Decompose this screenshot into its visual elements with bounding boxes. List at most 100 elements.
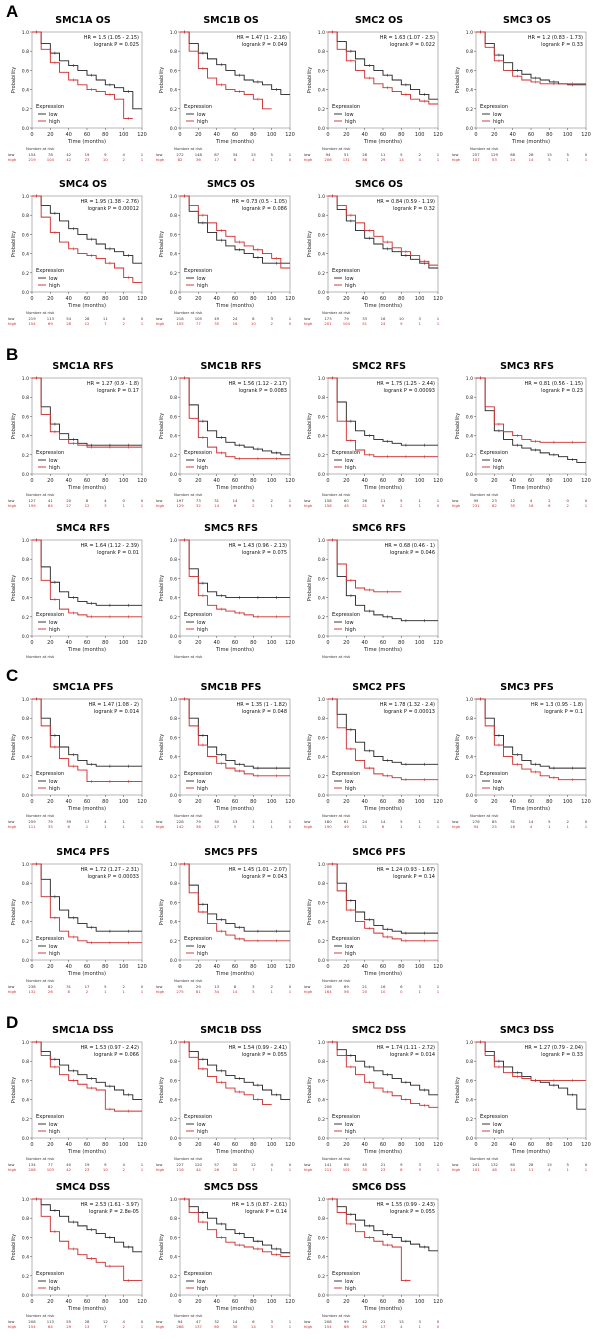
risk-low-value: 16 xyxy=(381,984,386,989)
y-axis-label: Probability xyxy=(159,1077,165,1103)
risk-high-value: 51 xyxy=(362,321,367,326)
y-tick-label: 0.0 xyxy=(22,1136,29,1142)
risk-low-value: 1 xyxy=(289,316,292,321)
risk-low-value: 1 xyxy=(289,498,292,503)
risk-low-value: 28 xyxy=(85,1319,90,1324)
risk-low-value: 0 xyxy=(289,1162,292,1167)
risk-low-value: 15 xyxy=(547,152,552,157)
risk-low-value: 11 xyxy=(103,316,108,321)
risk-low-value: 1 xyxy=(437,819,440,824)
y-tick-label: 0.6 xyxy=(318,576,325,582)
x-tick-label: 40 xyxy=(213,799,219,805)
risk-low-value: 1 xyxy=(437,1162,440,1167)
y-tick-label: 1.0 xyxy=(318,697,325,703)
risk-high-value: 35 xyxy=(48,824,53,829)
risk-high-value: 26 xyxy=(214,1167,219,1172)
legend-label-low: low xyxy=(49,779,58,785)
y-tick-label: 0.8 xyxy=(22,213,29,219)
risk-low-value: 55 xyxy=(66,1319,71,1324)
y-tick-label: 0.2 xyxy=(170,271,177,277)
risk-low-value: 141 xyxy=(324,1162,332,1167)
risk-high-value: 5 xyxy=(234,824,237,829)
y-tick-label: 1.0 xyxy=(22,538,29,544)
legend-title: Expression xyxy=(36,771,64,777)
risk-high-value: 8 xyxy=(400,1167,403,1172)
risk-low-value: 1 xyxy=(418,819,421,824)
plot-title: SMC5 DSS xyxy=(204,1182,258,1193)
y-tick-label: 1.0 xyxy=(22,30,29,36)
x-tick-label: 40 xyxy=(509,478,515,484)
risk-row-low-label: low xyxy=(8,1319,14,1324)
x-axis-label: Time (months) xyxy=(215,139,254,145)
legend-title: Expression xyxy=(36,936,64,942)
logrank-text: logrank P = 0.048 xyxy=(242,709,287,715)
y-tick-label: 1.0 xyxy=(318,862,325,868)
y-tick-label: 0.8 xyxy=(318,1059,325,1065)
risk-low-value: 218 xyxy=(176,316,184,321)
survival-curve-high xyxy=(328,539,402,593)
y-tick-label: 0.4 xyxy=(170,434,177,440)
x-tick-label: 0 xyxy=(178,478,181,484)
risk-high-value: 1 xyxy=(437,824,440,829)
risk-low-value: 94 xyxy=(178,1319,183,1324)
risk-high-value: 35 xyxy=(510,503,515,508)
y-tick-label: 1.0 xyxy=(170,1197,177,1203)
risk-row-high-label: high xyxy=(156,321,165,326)
x-tick-label: 0 xyxy=(474,478,477,484)
risk-row-high-label: high xyxy=(8,503,17,508)
x-tick-label: 40 xyxy=(65,296,71,302)
risk-row-high-label: high xyxy=(304,824,313,829)
risk-row-high-label: high xyxy=(304,157,313,162)
legend-label-high: high xyxy=(493,1129,504,1135)
survival-curve-low xyxy=(180,1198,290,1254)
x-tick-label: 0 xyxy=(178,799,181,805)
risk-high-value: 3 xyxy=(270,1324,273,1329)
x-axis-label: Time (months) xyxy=(67,806,106,812)
legend-label-low: low xyxy=(345,1279,354,1285)
risk-low-value: 1 xyxy=(141,819,144,824)
risk-high-value: 1 xyxy=(585,157,588,162)
y-tick-label: 0.0 xyxy=(170,1293,177,1299)
legend-label-low: low xyxy=(493,1122,502,1128)
x-tick-label: 40 xyxy=(65,132,71,138)
risk-low-value: 15 xyxy=(399,1319,404,1324)
x-tick-label: 80 xyxy=(546,799,552,805)
risk-high-value: 132 xyxy=(28,989,36,994)
logrank-text: logrank P = 0.17 xyxy=(97,388,139,394)
risk-high-value: 3 xyxy=(104,503,107,508)
risk-low-value: 148 xyxy=(195,152,203,157)
risk-row-high-label: high xyxy=(304,321,313,326)
x-tick-label: 80 xyxy=(250,964,256,970)
x-tick-label: 100 xyxy=(119,296,129,302)
legend-title: Expression xyxy=(36,104,64,110)
risk-low-value: 32 xyxy=(214,1319,219,1324)
risk-row-high-label: high xyxy=(452,503,461,508)
x-tick-label: 80 xyxy=(546,1142,552,1148)
logrank-text: logrank P = 0.075 xyxy=(242,550,287,556)
legend-title: Expression xyxy=(184,771,212,777)
survival-curve-low xyxy=(32,377,142,446)
plot-frame xyxy=(327,863,439,961)
risk-low-value: 79 xyxy=(48,819,53,824)
x-tick-label: 20 xyxy=(47,132,53,138)
x-tick-label: 60 xyxy=(528,478,534,484)
risk-row-low-label: low xyxy=(452,819,458,824)
logrank-text: logrank P = 0.086 xyxy=(242,206,287,212)
risk-row-high-label: high xyxy=(304,1324,313,1329)
x-tick-label: 100 xyxy=(267,296,277,302)
risk-high-value: 104 xyxy=(343,321,351,326)
plot-title: SMC3 OS xyxy=(503,15,551,26)
legend-label-low: low xyxy=(345,1122,354,1128)
x-tick-label: 0 xyxy=(30,799,33,805)
y-tick-label: 0.4 xyxy=(318,920,325,926)
logrank-text: logrank P = 0.14 xyxy=(393,874,435,880)
y-axis-label: Probability xyxy=(159,67,165,93)
y-tick-label: 0.0 xyxy=(22,793,29,799)
risk-low-value: 272 xyxy=(176,152,184,157)
legend-label-low: low xyxy=(197,620,206,626)
risk-low-value: 8 xyxy=(252,316,255,321)
risk-high-value: 14 xyxy=(399,157,404,162)
risk-low-value: 134 xyxy=(28,1162,36,1167)
risk-row-high-label: high xyxy=(8,989,17,994)
